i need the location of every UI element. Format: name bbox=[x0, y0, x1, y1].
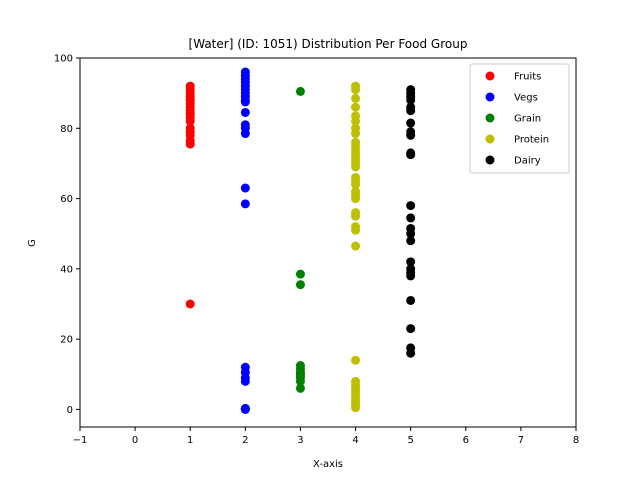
legend: Fruits Vegs Grain Protein Dairy bbox=[469, 63, 570, 174]
data-point-dairy bbox=[406, 229, 416, 239]
y-tick-label: 60 bbox=[60, 194, 73, 205]
data-point-vegs bbox=[240, 404, 250, 414]
legend-label-dairy: Dairy bbox=[514, 156, 541, 167]
data-point-dairy bbox=[406, 324, 416, 334]
data-point-protein bbox=[351, 85, 361, 95]
x-tick-label: 8 bbox=[573, 435, 579, 446]
x-tick-label: −1 bbox=[73, 435, 88, 446]
data-point-vegs bbox=[240, 129, 250, 139]
y-tick-label: 80 bbox=[60, 124, 73, 135]
x-tick-label: 3 bbox=[297, 435, 303, 446]
data-point-protein bbox=[351, 162, 361, 172]
data-point-dairy bbox=[406, 150, 416, 160]
x-axis-label: X-axis bbox=[313, 459, 343, 470]
y-tick-label: 20 bbox=[60, 335, 73, 346]
y-tick-label: 0 bbox=[67, 405, 73, 416]
data-point-protein bbox=[351, 129, 361, 139]
data-point-protein bbox=[351, 116, 361, 126]
x-tick-label: 4 bbox=[352, 435, 358, 446]
data-point-protein bbox=[351, 403, 361, 413]
legend-marker-vegs bbox=[485, 92, 495, 102]
legend-box bbox=[469, 63, 570, 174]
y-tick-label: 40 bbox=[60, 264, 73, 275]
data-point-dairy bbox=[406, 201, 416, 211]
legend-label-protein: Protein bbox=[514, 135, 549, 146]
x-tick-label: 7 bbox=[518, 435, 524, 446]
data-point-dairy bbox=[406, 95, 416, 105]
legend-label-vegs: Vegs bbox=[514, 93, 538, 104]
data-point-dairy bbox=[406, 213, 416, 223]
data-point-dairy bbox=[406, 295, 416, 305]
data-point-grain bbox=[295, 383, 305, 393]
legend-marker-grain bbox=[485, 113, 495, 123]
x-tick-label: 1 bbox=[187, 435, 193, 446]
data-point-protein bbox=[351, 180, 361, 190]
x-tick-label: 0 bbox=[132, 435, 138, 446]
data-point-dairy bbox=[406, 130, 416, 140]
data-point-dairy bbox=[406, 106, 416, 116]
data-point-protein bbox=[351, 93, 361, 103]
legend-marker-fruits bbox=[485, 71, 495, 81]
data-point-dairy bbox=[406, 271, 416, 281]
data-point-grain bbox=[295, 86, 305, 96]
data-point-protein bbox=[351, 211, 361, 221]
data-point-dairy bbox=[406, 118, 416, 128]
legend-marker-protein bbox=[485, 134, 495, 144]
data-point-dairy bbox=[406, 348, 416, 358]
y-tick-label: 100 bbox=[54, 54, 73, 65]
data-point-fruits bbox=[185, 116, 195, 126]
legend-marker-dairy bbox=[485, 155, 495, 165]
data-point-grain bbox=[295, 280, 305, 290]
x-tick-label: 5 bbox=[407, 435, 413, 446]
data-point-protein bbox=[351, 225, 361, 235]
data-point-vegs bbox=[240, 97, 250, 107]
x-axis-ticks: −1 0 1 2 3 4 5 6 7 8 bbox=[73, 427, 579, 446]
data-point-grain bbox=[295, 269, 305, 279]
data-point-fruits bbox=[185, 299, 195, 309]
data-points bbox=[185, 67, 416, 414]
data-point-fruits bbox=[185, 139, 195, 149]
plot-area-frame bbox=[79, 57, 577, 428]
data-point-vegs bbox=[240, 199, 250, 209]
y-axis-ticks: 0 20 40 60 80 100 bbox=[54, 54, 80, 416]
legend-label-grain: Grain bbox=[514, 114, 541, 125]
data-point-dairy bbox=[406, 257, 416, 267]
legend-items: Fruits Vegs Grain Protein Dairy bbox=[485, 71, 549, 167]
data-point-protein bbox=[351, 194, 361, 204]
data-point-grain bbox=[295, 376, 305, 386]
data-point-protein bbox=[351, 241, 361, 251]
y-axis-label: G bbox=[27, 239, 38, 247]
data-point-vegs bbox=[240, 376, 250, 386]
data-point-protein bbox=[351, 102, 361, 112]
legend-label-fruits: Fruits bbox=[514, 72, 541, 83]
x-tick-label: 6 bbox=[463, 435, 469, 446]
x-tick-label: 2 bbox=[242, 435, 248, 446]
chart-title: [Water] (ID: 1051) Distribution Per Food… bbox=[189, 37, 468, 51]
data-point-dairy bbox=[406, 236, 416, 246]
data-point-protein bbox=[351, 355, 361, 365]
data-point-vegs bbox=[240, 107, 250, 117]
data-point-vegs bbox=[240, 183, 250, 193]
